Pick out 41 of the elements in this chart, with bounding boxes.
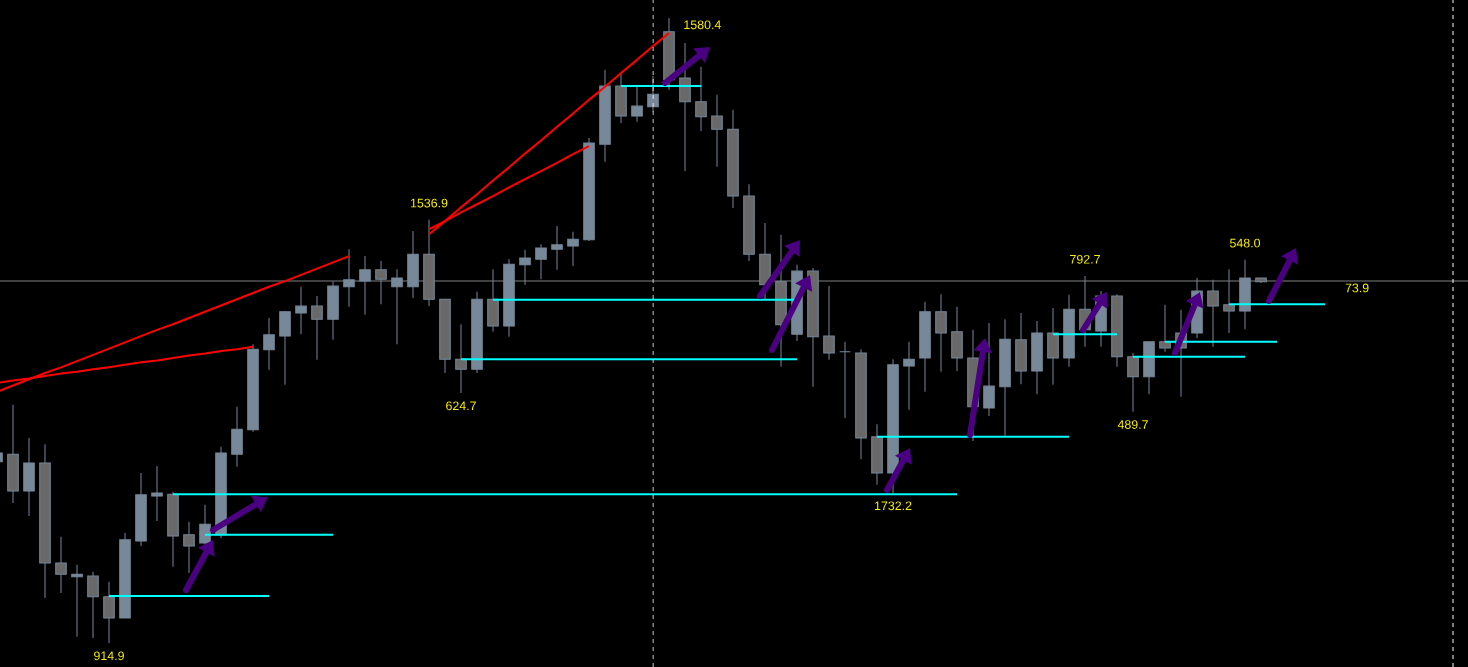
- candlestick: [1159, 304, 1171, 353]
- candlestick: [343, 248, 355, 308]
- candlestick: [903, 341, 915, 411]
- candlestick: [711, 94, 723, 168]
- candlestick: [455, 323, 467, 394]
- text: 73.9: [1345, 283, 1369, 293]
- candlestick: [391, 268, 403, 345]
- candlestick: [1223, 268, 1235, 334]
- candlestick: [151, 465, 163, 522]
- candlestick: [551, 225, 563, 271]
- candlestick: [567, 231, 579, 267]
- annotation: 548.0: [1230, 238, 1261, 248]
- candlestick: [263, 317, 275, 371]
- candlestick: [359, 255, 371, 316]
- annotation: 792.7: [1070, 254, 1100, 264]
- candlestick: [631, 86, 643, 123]
- candlestick: [183, 521, 195, 574]
- candlestick: [375, 260, 387, 305]
- candlestick: [199, 504, 211, 546]
- text: 914.9: [94, 651, 124, 661]
- candlestick: [1207, 279, 1219, 348]
- candlestick: [71, 564, 83, 638]
- candlestick: [103, 581, 115, 644]
- candlestick: [983, 322, 995, 417]
- candlestick: [535, 243, 547, 280]
- candlestick: [695, 66, 707, 132]
- annotation: 1536.9: [410, 198, 448, 208]
- candlestick: [87, 571, 99, 639]
- candlestick: [935, 293, 947, 373]
- candlestick: [311, 295, 323, 361]
- candlestick: [1127, 352, 1139, 413]
- candlestick: [679, 42, 691, 172]
- annotation: 489.7: [1117, 420, 1148, 429]
- annotation: 624.7: [446, 401, 476, 411]
- candlestick: [519, 249, 531, 286]
- candlestick: [55, 536, 67, 594]
- candlestick: [295, 286, 307, 335]
- annotation: 1580.4: [684, 20, 721, 30]
- candlestick: [823, 285, 835, 361]
- candlestick: [839, 341, 851, 419]
- annotation: 1732.2: [874, 501, 912, 511]
